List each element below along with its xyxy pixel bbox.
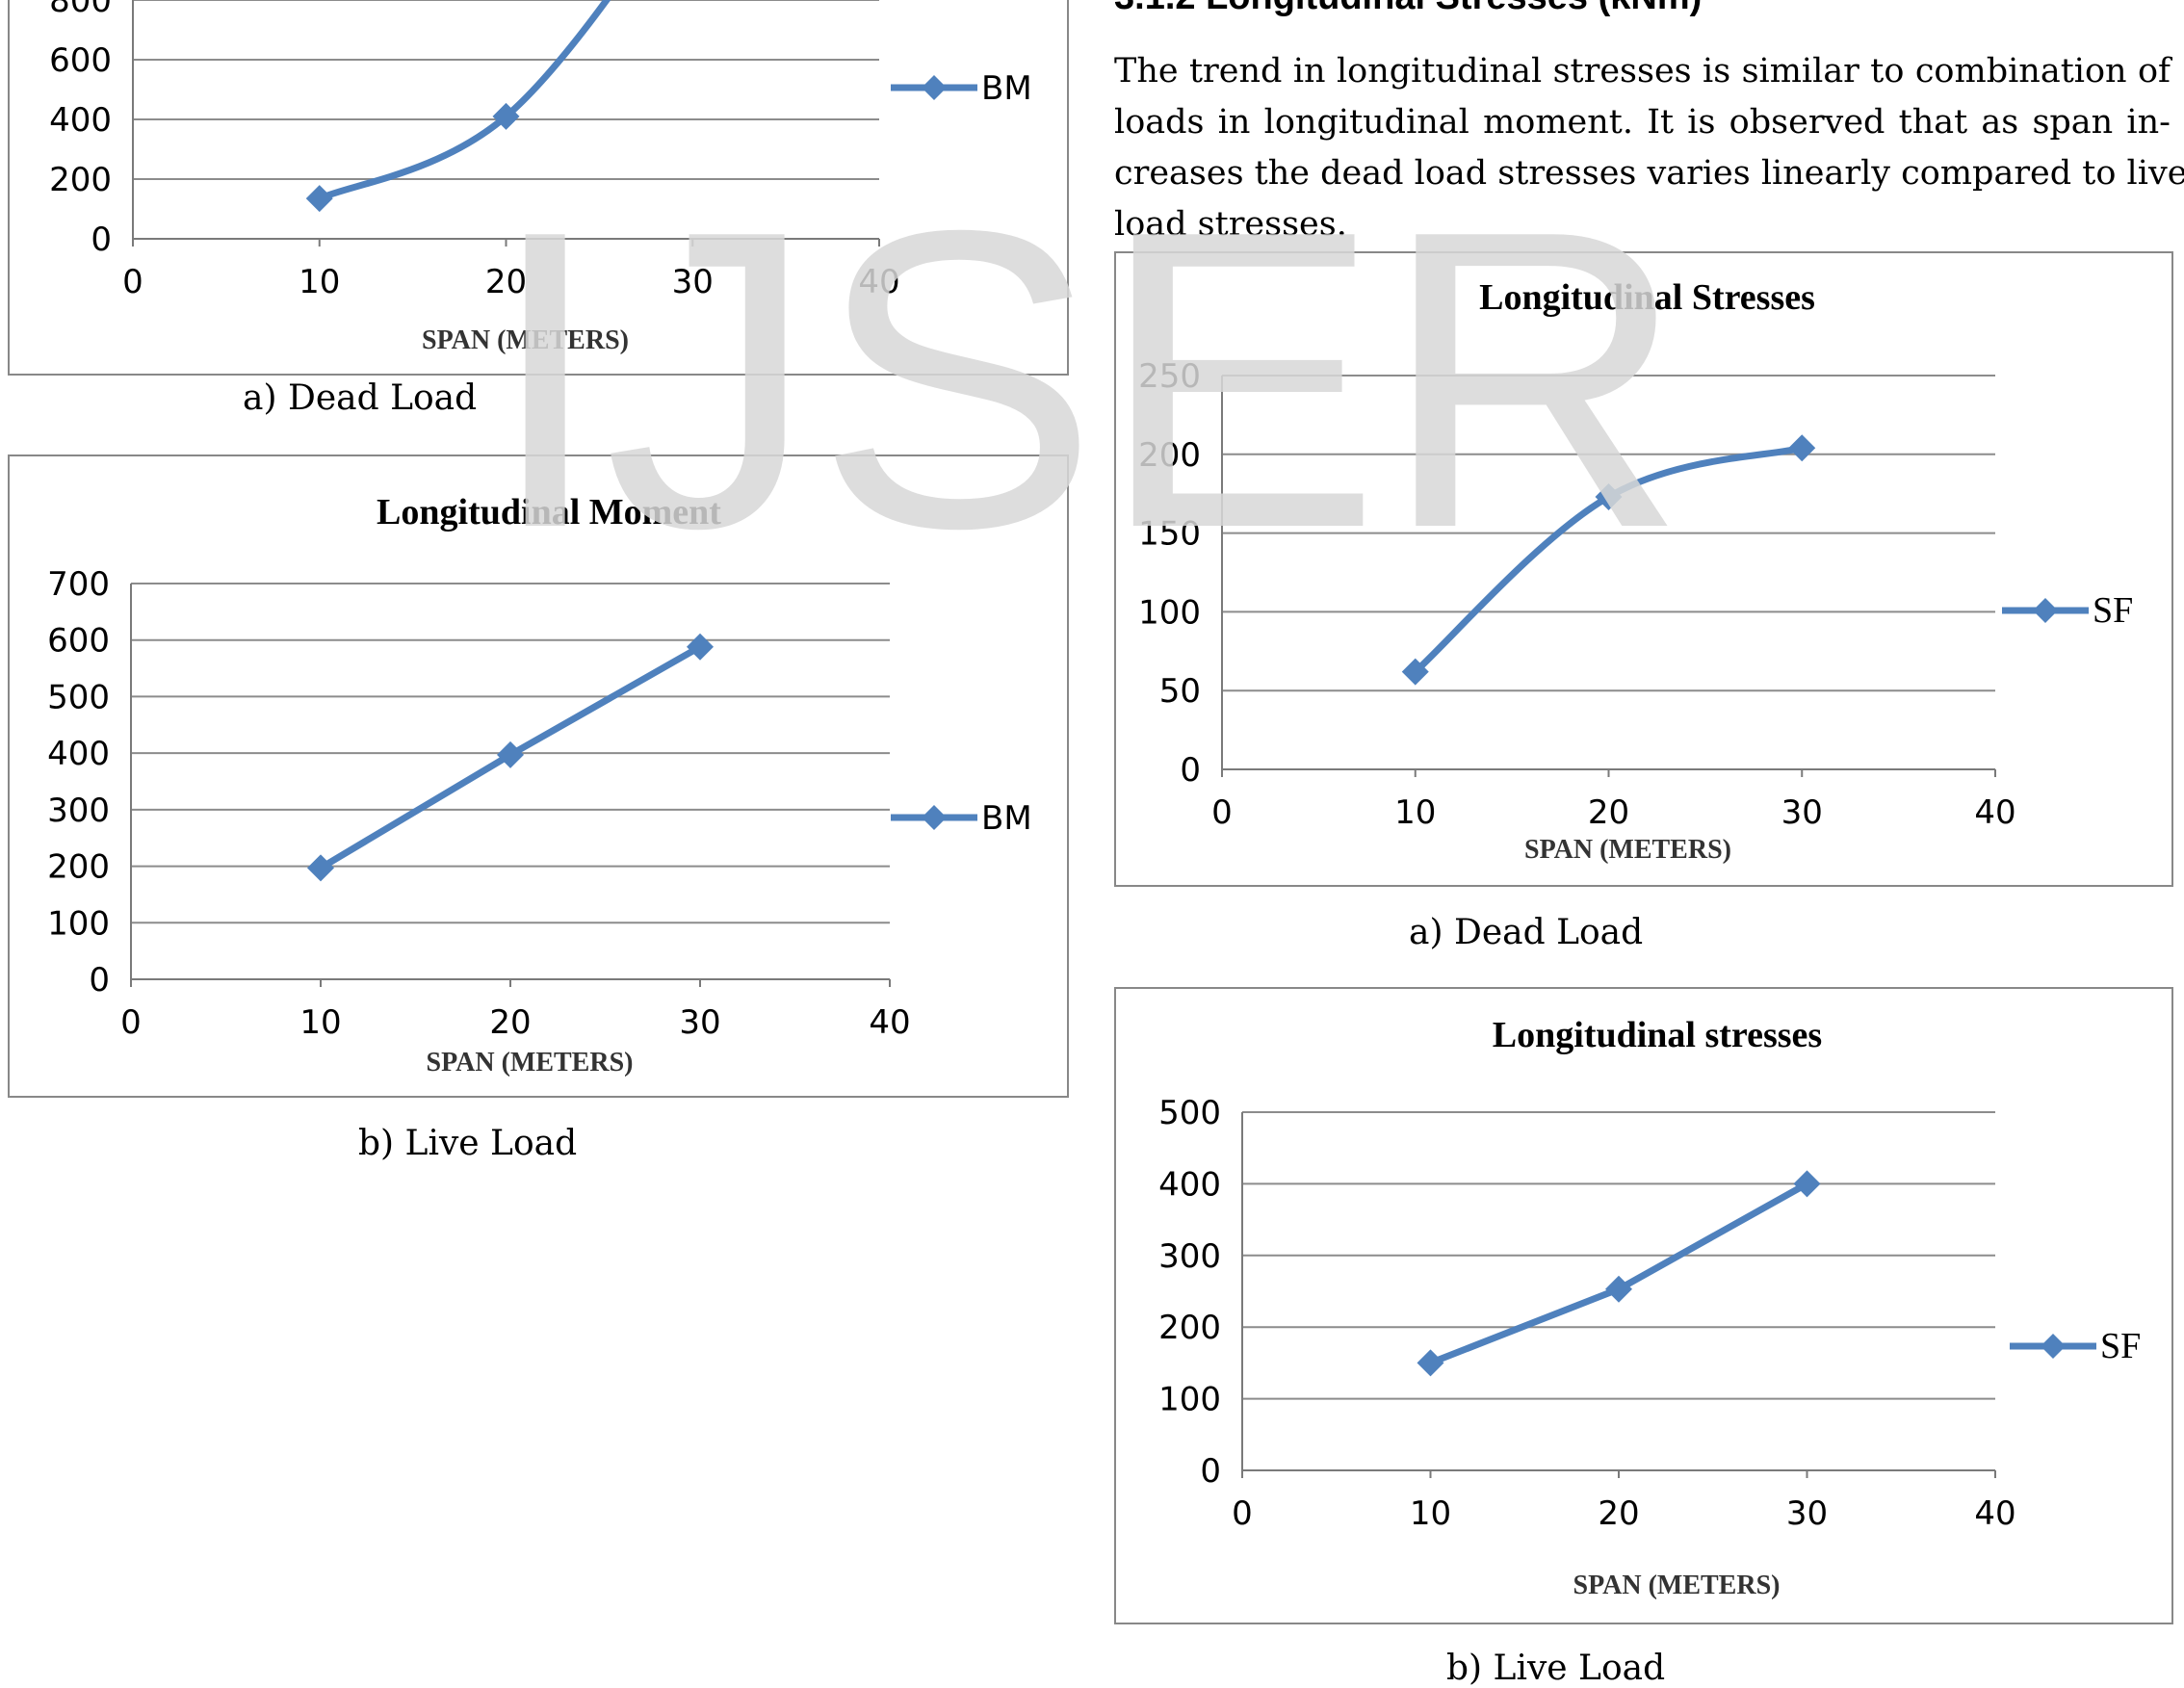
paragraph-line: creases the dead load stresses varies li…: [1114, 154, 2184, 193]
x-tick-label: 20: [1598, 1494, 1639, 1533]
y-tick-label: 800: [49, 0, 112, 20]
y-tick-label: 0: [89, 961, 110, 1000]
y-tick-label: 200: [49, 161, 112, 199]
x-tick-label: 10: [299, 1003, 341, 1042]
y-tick-label: 200: [47, 848, 110, 887]
x-tick-label: 10: [1410, 1494, 1451, 1533]
x-tick-label: 40: [858, 263, 899, 301]
legend-marker: [922, 75, 947, 100]
caption-dead-load-stresses: a) Dead Load: [1409, 913, 1644, 952]
x-tick-label: 40: [869, 1003, 910, 1042]
x-tick-label: 0: [1211, 793, 1233, 832]
y-tick-label: 500: [1158, 1094, 1221, 1132]
x-tick-label: 30: [1781, 793, 1823, 832]
legend-marker: [922, 805, 947, 830]
y-tick-label: 250: [1138, 357, 1201, 396]
chart-live-load-moment: Longitudinal Moment 0 100 200 300 400 500 600 70…: [8, 454, 1069, 1098]
y-tick-label: 600: [47, 622, 110, 661]
series-group: [307, 633, 714, 882]
x-tick-label: 0: [120, 1003, 142, 1042]
x-axis-label: SPAN (METERS): [1573, 1571, 1781, 1600]
data-point: [307, 854, 334, 882]
y-tick-label: 0: [91, 221, 112, 259]
chart-svg-c1: 0 200 400 600 800 0 10 20 30 40 SPAN (METERS) BM: [49, 0, 1032, 355]
y-tick-label: 100: [47, 904, 110, 943]
y-tick-label: 600: [49, 41, 112, 80]
series-line: [1413, 444, 1804, 675]
y-tick-label: 400: [47, 735, 110, 773]
y-tick-label: 50: [1159, 672, 1201, 711]
y-tick-label: 200: [1158, 1309, 1221, 1347]
x-axis-label: SPAN (METERS): [427, 1048, 634, 1078]
x-axis-label: SPAN (METERS): [1524, 835, 1731, 865]
data-point: [1595, 482, 1623, 510]
data-point: [1788, 434, 1816, 462]
series-group: [1401, 434, 1816, 686]
y-tick-label: 400: [1158, 1165, 1221, 1204]
y-tick-label: 300: [1158, 1237, 1221, 1276]
chart-svg-c4: Longitudinal stresses 0 100 200 300 400 500 0 10…: [1158, 1015, 2141, 1600]
x-tick-label: 30: [679, 1003, 720, 1042]
x-tick-label: 0: [122, 263, 143, 301]
section-heading: 3.1.2 Longitudinal Stresses (kNm): [1114, 0, 1702, 18]
series-group: [1417, 1170, 1821, 1377]
x-tick-label: 10: [299, 263, 340, 301]
caption-live-load-moment: b) Live Load: [358, 1124, 578, 1163]
x-tick-label: 20: [489, 1003, 531, 1042]
chart-title: Longitudinal Stresses: [1479, 277, 1815, 318]
legend-marker: [2041, 1334, 2066, 1359]
paragraph-line: The trend in longitudinal stresses is si…: [1114, 52, 2171, 91]
legend-label: BM: [981, 799, 1032, 838]
caption-dead-load-moment: a) Dead Load: [243, 378, 478, 418]
chart-title: Longitudinal Moment: [377, 492, 721, 532]
y-tick-label: 500: [47, 678, 110, 716]
caption-live-load-stresses: b) Live Load: [1446, 1649, 1666, 1688]
x-tick-label: 20: [485, 263, 527, 301]
legend-marker: [2033, 598, 2058, 623]
chart-dead-load-stresses: Longitudinal Stresses 0 50 100 150 200 250 0 10 2…: [1114, 251, 2173, 887]
series-group: [305, 0, 611, 213]
x-tick-label: 30: [1786, 1494, 1828, 1533]
x-tick-label: 20: [1588, 793, 1629, 832]
chart-svg-c3: Longitudinal Stresses 0 50 100 150 200 250 0 10 2…: [1138, 277, 2133, 865]
y-tick-label: 0: [1200, 1452, 1221, 1491]
chart-live-load-stresses: Longitudinal stresses 0 100 200 300 400 500 0 10…: [1114, 987, 2173, 1624]
y-tick-label: 300: [47, 792, 110, 830]
series-line: [318, 0, 611, 202]
data-point: [1401, 658, 1429, 686]
legend-label: SF: [2100, 1326, 2141, 1366]
x-tick-label: 40: [1974, 1494, 2015, 1533]
data-point: [1417, 1349, 1444, 1377]
x-tick-label: 10: [1394, 793, 1436, 832]
paragraph-line: loads in longitudinal moment. It is obse…: [1114, 103, 2171, 142]
chart-title: Longitudinal stresses: [1493, 1015, 1822, 1055]
x-tick-label: 30: [672, 263, 714, 301]
y-tick-label: 100: [1158, 1381, 1221, 1419]
x-axis-label: SPAN (METERS): [422, 325, 629, 355]
y-tick-label: 200: [1138, 436, 1201, 475]
data-point: [687, 633, 714, 661]
data-point: [497, 740, 524, 768]
legend-label: SF: [2093, 590, 2133, 631]
x-tick-label: 40: [1974, 793, 2015, 832]
y-tick-label: 400: [49, 101, 112, 140]
data-point: [305, 185, 333, 213]
data-point: [1605, 1275, 1632, 1303]
y-tick-label: 700: [47, 565, 110, 604]
y-tick-label: 100: [1138, 593, 1201, 632]
data-point: [492, 102, 520, 130]
chart-svg-c2: Longitudinal Moment010020030040050060070…: [47, 492, 1032, 1078]
x-tick-label: 0: [1232, 1494, 1253, 1533]
y-tick-label: 150: [1138, 515, 1201, 554]
data-point: [1793, 1170, 1821, 1198]
section-paragraph: The trend in longitudinal stresses is si…: [1114, 46, 2184, 250]
legend-label: BM: [981, 69, 1032, 108]
y-tick-label: 0: [1180, 751, 1201, 790]
chart-dead-load-moment: 0 200 400 600 800 0 10 20 30 40 SPAN (METERS) BM: [8, 0, 1069, 376]
series-line: [1429, 1181, 1809, 1366]
paragraph-line: load stresses.: [1114, 205, 1347, 244]
